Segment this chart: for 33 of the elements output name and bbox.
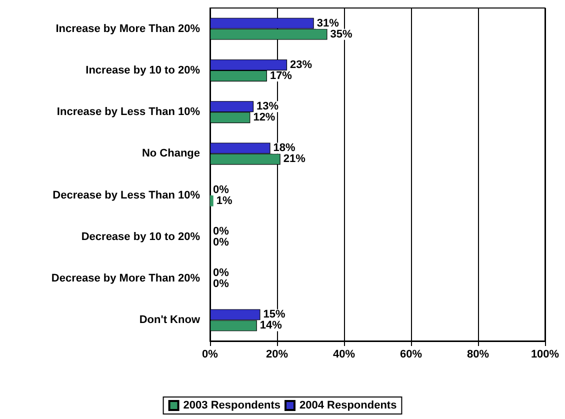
y-tick-label: Don't Know (139, 314, 200, 326)
data-label: 12% (253, 112, 276, 124)
y-tick-label: Increase by Less Than 10% (56, 106, 200, 118)
data-label: 31% (316, 17, 340, 30)
y-tick-label: Decrease by Less Than 10% (52, 189, 200, 202)
y-tick-label: Increase by 10 to 20% (86, 64, 200, 76)
data-label: 15% (263, 308, 286, 321)
data-label: 17% (270, 70, 292, 82)
data-label: 1% (216, 194, 232, 207)
data-label: 18% (273, 142, 296, 154)
bar (210, 195, 214, 206)
y-tick-label: No Change (142, 148, 200, 160)
data-label: 14% (260, 320, 282, 332)
legend-label: 2003 Respondents (183, 400, 280, 412)
data-label: 0% (213, 267, 230, 280)
y-tick-label: Decrease by More Than 20% (51, 272, 200, 285)
data-label: 23% (290, 58, 312, 71)
data-label: 0% (213, 184, 230, 196)
x-tick-label: 20% (266, 348, 288, 360)
x-tick-label: 100% (530, 348, 560, 360)
y-tick-label: Decrease by 10 to 20% (81, 230, 200, 243)
data-label: 0% (213, 225, 230, 238)
x-tick-label: 80% (466, 348, 490, 360)
x-tick-label: 60% (400, 348, 422, 360)
data-label: 35% (330, 28, 352, 40)
data-label: 0% (213, 278, 230, 290)
data-label: 21% (283, 153, 306, 166)
legend-label: 2004 Respondents (300, 400, 397, 412)
data-label: 0% (213, 236, 230, 248)
x-tick-label: 40% (332, 348, 356, 360)
x-tick-label: 0% (202, 348, 218, 360)
y-tick-label: Increase by More Than 20% (56, 22, 200, 35)
data-label: 13% (256, 100, 279, 113)
